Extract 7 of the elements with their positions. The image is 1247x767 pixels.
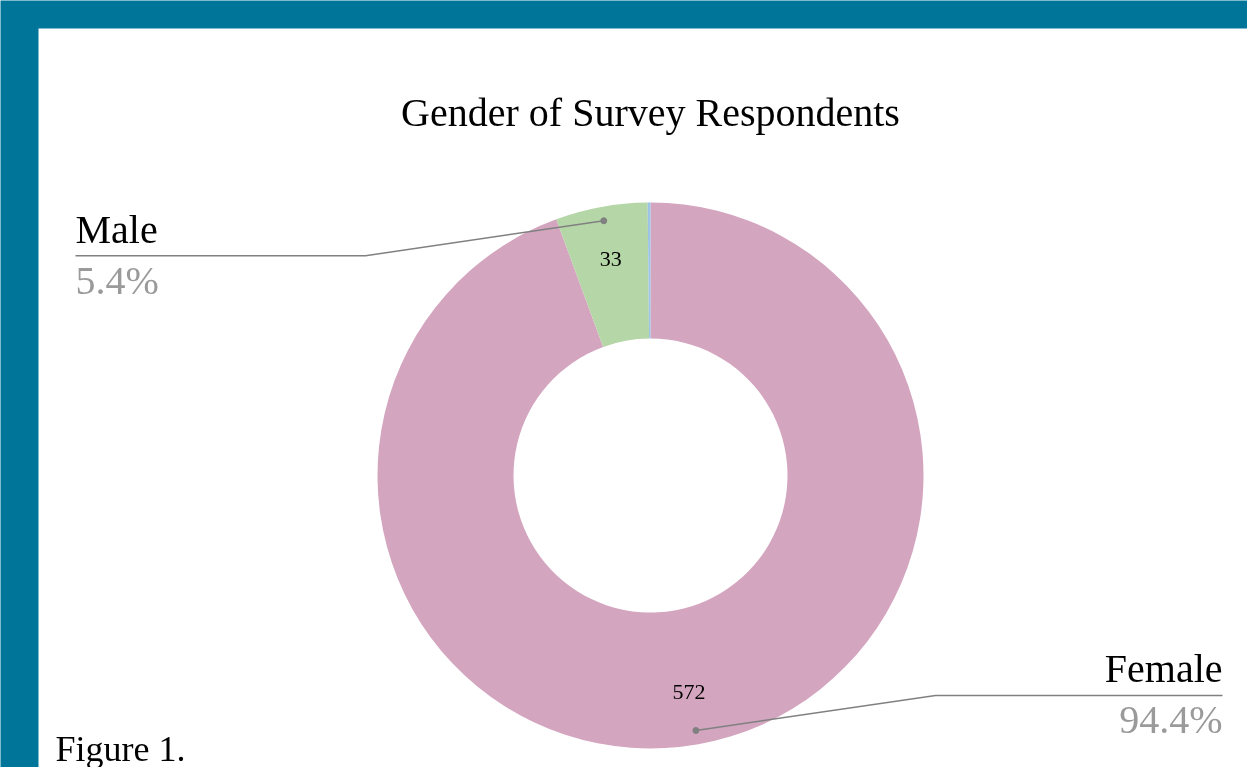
- text: 5.4%: [75, 257, 159, 303]
- chart-title: Gender of Survey Respondents: [401, 90, 900, 135]
- slice-label: Female: [1104, 646, 1223, 692]
- data-label: 33: [599, 246, 622, 272]
- data-label: 572: [672, 679, 706, 705]
- slice-label: Male: [75, 206, 158, 252]
- text: 94.4%: [1119, 697, 1223, 743]
